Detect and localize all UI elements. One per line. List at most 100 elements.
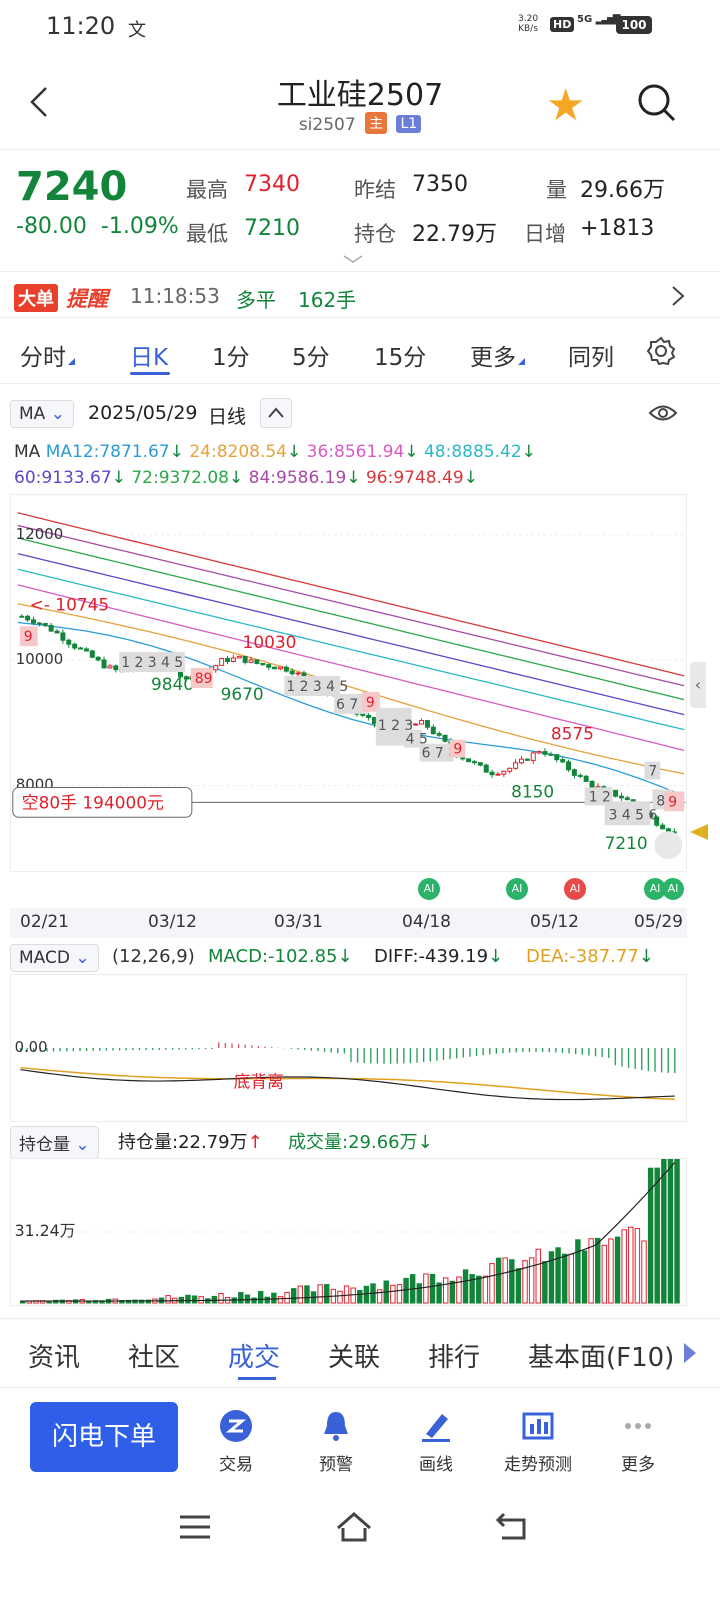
quote-panel[interactable]: 7240 -80.00 -1.09% 最高 7340 最低 7210 昨结 73…	[0, 152, 720, 272]
ma-line	[17, 568, 685, 731]
favorite-star-icon[interactable]: ★	[546, 80, 586, 131]
candle	[31, 619, 36, 624]
back-nav-icon[interactable]	[494, 1510, 530, 1542]
candle	[272, 666, 278, 670]
annot-low-7210: 7210	[605, 833, 648, 853]
nfc-icon: 文	[128, 20, 146, 41]
current-price-marker-icon	[690, 824, 708, 840]
trend-forecast-button[interactable]: 走势预测	[488, 1408, 588, 1475]
volume-bar	[601, 1244, 608, 1304]
trade-icon	[220, 1410, 252, 1442]
candle	[301, 672, 307, 677]
tab-related[interactable]: 关联	[328, 1343, 381, 1373]
candle	[613, 789, 619, 797]
tab-ranking[interactable]: 排行	[428, 1343, 481, 1373]
back-icon[interactable]	[26, 82, 54, 122]
tab-more[interactable]: 更多	[470, 338, 525, 372]
macd-select[interactable]: MACD ⌄	[10, 944, 99, 972]
scroll-right-icon[interactable]	[684, 1343, 696, 1363]
tab-community[interactable]: 社区	[128, 1343, 181, 1373]
position-line-label[interactable]	[12, 786, 193, 818]
oi-select[interactable]: 持仓量 ⌄	[10, 1126, 99, 1159]
volume-bar	[495, 1257, 502, 1304]
menu-icon[interactable]	[178, 1512, 212, 1542]
reset-chart-icon[interactable]	[654, 831, 683, 860]
dea-text: DEA:-387.77	[526, 946, 639, 967]
ai-marker-icon[interactable]: AI	[564, 878, 586, 900]
tab-15min[interactable]: 15分	[374, 345, 427, 371]
candle	[89, 650, 95, 658]
tab-same-column[interactable]: 同列	[568, 345, 614, 371]
more-button[interactable]: 更多	[588, 1408, 688, 1475]
ai-marker-icon[interactable]: AI	[506, 878, 528, 900]
ai-marker-icon[interactable]: AI	[644, 878, 666, 900]
tab-daily-k[interactable]: 日K	[130, 345, 169, 371]
tab-label: 更多	[470, 345, 516, 371]
down-arrow-icon: ↓	[169, 442, 184, 462]
prev-settle-label: 昨结	[354, 178, 396, 202]
candle	[513, 762, 519, 769]
candle	[471, 761, 477, 764]
draw-line-button[interactable]: 画线	[386, 1408, 486, 1475]
tab-trades[interactable]: 成交	[228, 1343, 281, 1373]
ma60-value: 60:9133.67	[14, 468, 112, 488]
ai-marker-icon[interactable]: AI	[662, 878, 684, 900]
macd-chart[interactable]: 0.00 底背离	[10, 974, 687, 1122]
trade-button[interactable]: 交易	[186, 1408, 286, 1475]
tab-timeshare[interactable]: 分时	[20, 338, 75, 372]
svg-text:89: 89	[195, 671, 213, 687]
indicator-select[interactable]: MA ⌄	[10, 400, 74, 428]
hd-icon: HD	[550, 17, 575, 32]
search-icon[interactable]	[636, 82, 676, 122]
collapse-button[interactable]	[260, 398, 292, 428]
svg-text:7: 7	[648, 764, 657, 780]
ai-marker-icon[interactable]: AI	[418, 878, 440, 900]
tab-fundamentals[interactable]: 基本面(F10)	[528, 1343, 675, 1373]
volume-bar	[535, 1248, 541, 1304]
volume-bar	[324, 1284, 330, 1304]
eye-icon[interactable]	[648, 402, 678, 424]
volume-bar	[555, 1247, 561, 1304]
up-arrow-icon: ↑	[247, 1132, 263, 1153]
forecast-chart-icon	[522, 1412, 554, 1440]
turnover-value: 成交量:29.66万↓	[288, 1128, 433, 1154]
home-icon[interactable]	[334, 1508, 374, 1544]
candle	[219, 658, 225, 666]
active-tab-underline	[238, 1377, 276, 1380]
volume-bar	[191, 1295, 198, 1304]
flash-order-button[interactable]: 闪电下单	[30, 1402, 178, 1472]
gear-icon[interactable]	[646, 336, 676, 366]
candle	[295, 672, 301, 675]
candle	[25, 615, 31, 621]
candle	[277, 666, 283, 670]
tab-5min[interactable]: 5分	[292, 345, 330, 371]
tab-news[interactable]: 资讯	[28, 1343, 81, 1373]
prev-settle-value: 7350	[412, 172, 468, 197]
side-panel-handle[interactable]: ‹	[690, 662, 706, 708]
chevron-right-icon[interactable]	[670, 284, 686, 308]
alert-time: 11:18:53	[130, 284, 220, 308]
expand-chevron-icon[interactable]	[342, 254, 364, 264]
candle	[477, 762, 483, 766]
signal-label: 5G	[577, 14, 593, 25]
tab-1min[interactable]: 1分	[212, 345, 250, 371]
candle	[66, 639, 72, 645]
volume-bar	[357, 1290, 363, 1304]
macd-value: MACD:-102.85↓	[208, 946, 353, 967]
svg-text:9: 9	[24, 629, 33, 645]
candle	[60, 632, 66, 641]
oi-value: 持仓量:22.79万↑	[118, 1128, 263, 1154]
volume-bar	[588, 1238, 594, 1304]
volume-oi-chart[interactable]: 31.24万	[10, 1158, 687, 1306]
annot-10030: 10030	[243, 632, 297, 652]
alert-button[interactable]: 预警	[286, 1408, 386, 1475]
candle	[489, 771, 495, 776]
volume-bar	[449, 1280, 456, 1304]
ma-line	[17, 603, 685, 775]
candlestick-chart[interactable]: 12000 10000 8000 <- 10745 10030 9840 967…	[10, 494, 687, 872]
price-change: -80.00 -1.09%	[16, 214, 179, 239]
down-arrow-icon: ↓	[638, 946, 654, 967]
big-order-alert[interactable]: 大单 提醒 11:18:53 多平 162手	[0, 274, 720, 318]
svg-text:3 4 5 6: 3 4 5 6	[609, 807, 658, 823]
volume-bar	[661, 1159, 667, 1304]
